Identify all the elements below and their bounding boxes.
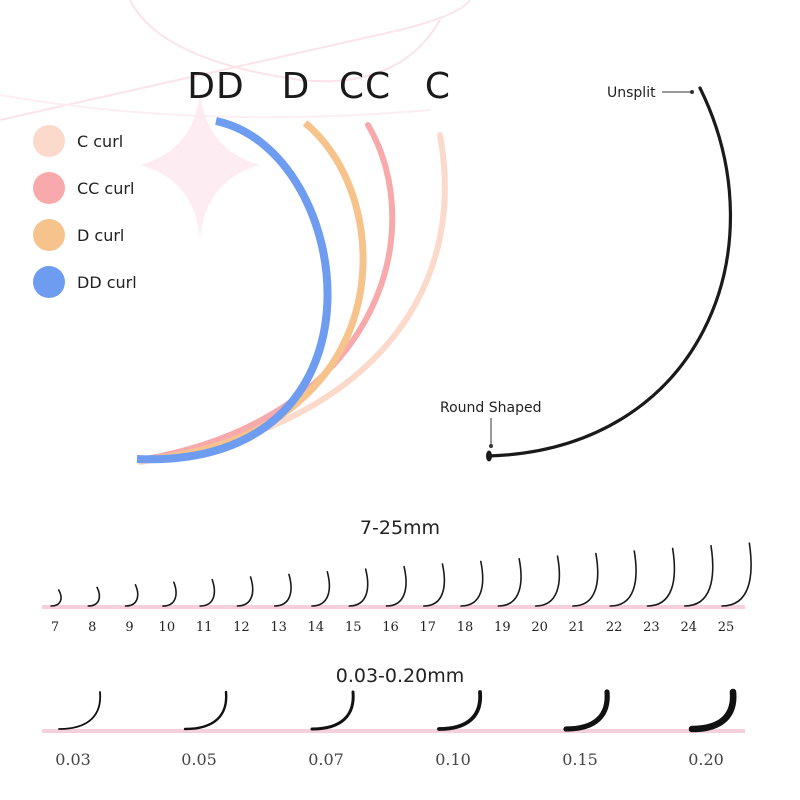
length-lash-12 (236, 576, 254, 607)
length-label: 15 (345, 620, 362, 635)
bg-swirl-line (0, 94, 431, 119)
legend-swatch-c (33, 125, 65, 157)
thickness-lash-0.03 (58, 691, 102, 730)
legend-label-c: C curl (77, 132, 123, 151)
bg-sparkle (140, 90, 260, 240)
length-lash-23 (646, 547, 676, 607)
length-lash-9 (124, 584, 139, 607)
length-lash-24 (683, 545, 714, 607)
length-label: 21 (569, 620, 586, 635)
thickness-label: 0.20 (688, 750, 724, 769)
thickness-label: 0.10 (435, 750, 471, 769)
cc-curl-arc (137, 122, 396, 463)
length-lash-7 (50, 589, 62, 607)
legend-swatch-cc (33, 172, 65, 204)
lash-root-end (486, 450, 492, 462)
dd-curl-arc (136, 117, 332, 464)
length-lash-25 (721, 542, 752, 607)
length-label: 14 (308, 620, 325, 635)
thickness-section-title: 0.03-0.20mm (336, 665, 464, 687)
length-lash-15 (348, 568, 369, 607)
length-lash-19 (497, 558, 522, 607)
length-lash-16 (385, 565, 407, 607)
background-decoration (0, 0, 471, 240)
bg-swirl-line (129, 0, 441, 83)
length-label: 16 (382, 620, 399, 635)
length-lash-20 (534, 555, 561, 607)
length-label: 10 (159, 620, 176, 635)
thickness-section: 0.03-0.20mm 0.03 0.05 0.07 0.10 0.15 0.20 (42, 665, 745, 769)
curl-letters: DD D CC C (187, 66, 451, 107)
black-lash-illustration: Unsplit Round Shaped (440, 85, 732, 462)
legend-swatch-d (33, 219, 65, 251)
length-label: 19 (494, 620, 511, 635)
length-label: 13 (270, 620, 287, 635)
legend-swatch-dd (33, 266, 65, 298)
thickness-lash-0.20 (688, 688, 737, 733)
length-lash-17 (422, 563, 446, 607)
length-lash-14 (311, 571, 331, 607)
thickness-lash-0.05 (183, 690, 228, 731)
curl-letter-dd: DD (187, 66, 244, 107)
length-label: 24 (680, 620, 697, 635)
legend-label-cc: CC curl (77, 179, 134, 198)
length-label: 20 (531, 620, 548, 635)
length-label: 11 (196, 620, 213, 635)
thickness-label: 0.15 (562, 750, 598, 769)
unsplit-dot (690, 90, 694, 94)
thickness-lash-0.15 (563, 689, 610, 732)
legend-label-dd: DD curl (77, 273, 137, 292)
thickness-label: 0.03 (55, 750, 91, 769)
curl-arcs (136, 117, 448, 465)
d-curl-arc (139, 120, 367, 464)
length-label: 17 (420, 620, 437, 635)
length-label: 25 (718, 620, 735, 635)
thickness-lash-0.07 (310, 690, 355, 731)
length-label: 8 (88, 620, 96, 635)
length-label: 23 (643, 620, 660, 635)
legend-label-d: D curl (77, 226, 124, 245)
thickness-lash-0.10 (437, 690, 483, 731)
length-lash-22 (609, 550, 637, 607)
length-lash-18 (460, 560, 484, 607)
round-shaped-dot (489, 444, 493, 448)
black-lash (486, 86, 732, 458)
length-lashes: 7 8 9 10 11 12 13 14 15 16 17 18 19 20 21 22 23 24 25 (50, 542, 752, 635)
thickness-lashes: 0.03 0.05 0.07 0.10 0.15 0.20 (55, 688, 737, 769)
length-lash-8 (87, 586, 101, 607)
unsplit-label: Unsplit (607, 85, 656, 101)
length-lash-11 (199, 578, 216, 607)
round-shaped-label: Round Shaped (440, 400, 541, 416)
thickness-label: 0.05 (181, 750, 217, 769)
curl-legend: C curl CC curl D curl DD curl (33, 125, 137, 298)
thickness-label: 0.07 (308, 750, 344, 769)
length-lash-13 (273, 573, 292, 607)
length-lash-10 (162, 581, 177, 607)
bg-swirl-line (0, 0, 471, 121)
length-lash-21 (572, 552, 599, 607)
length-section-title: 7-25mm (360, 517, 440, 539)
length-label: 9 (125, 620, 133, 635)
length-section: 7-25mm 7 8 9 10 11 12 13 14 15 16 17 18 19 20 21 22 23 24… (42, 517, 752, 635)
length-label: 22 (606, 620, 623, 635)
curl-letter-d: D (282, 66, 311, 107)
length-label: 7 (51, 620, 59, 635)
length-label: 12 (233, 620, 250, 635)
length-label: 18 (457, 620, 474, 635)
curl-letter-cc: CC (339, 66, 391, 107)
curl-letter-c: C (425, 66, 451, 107)
